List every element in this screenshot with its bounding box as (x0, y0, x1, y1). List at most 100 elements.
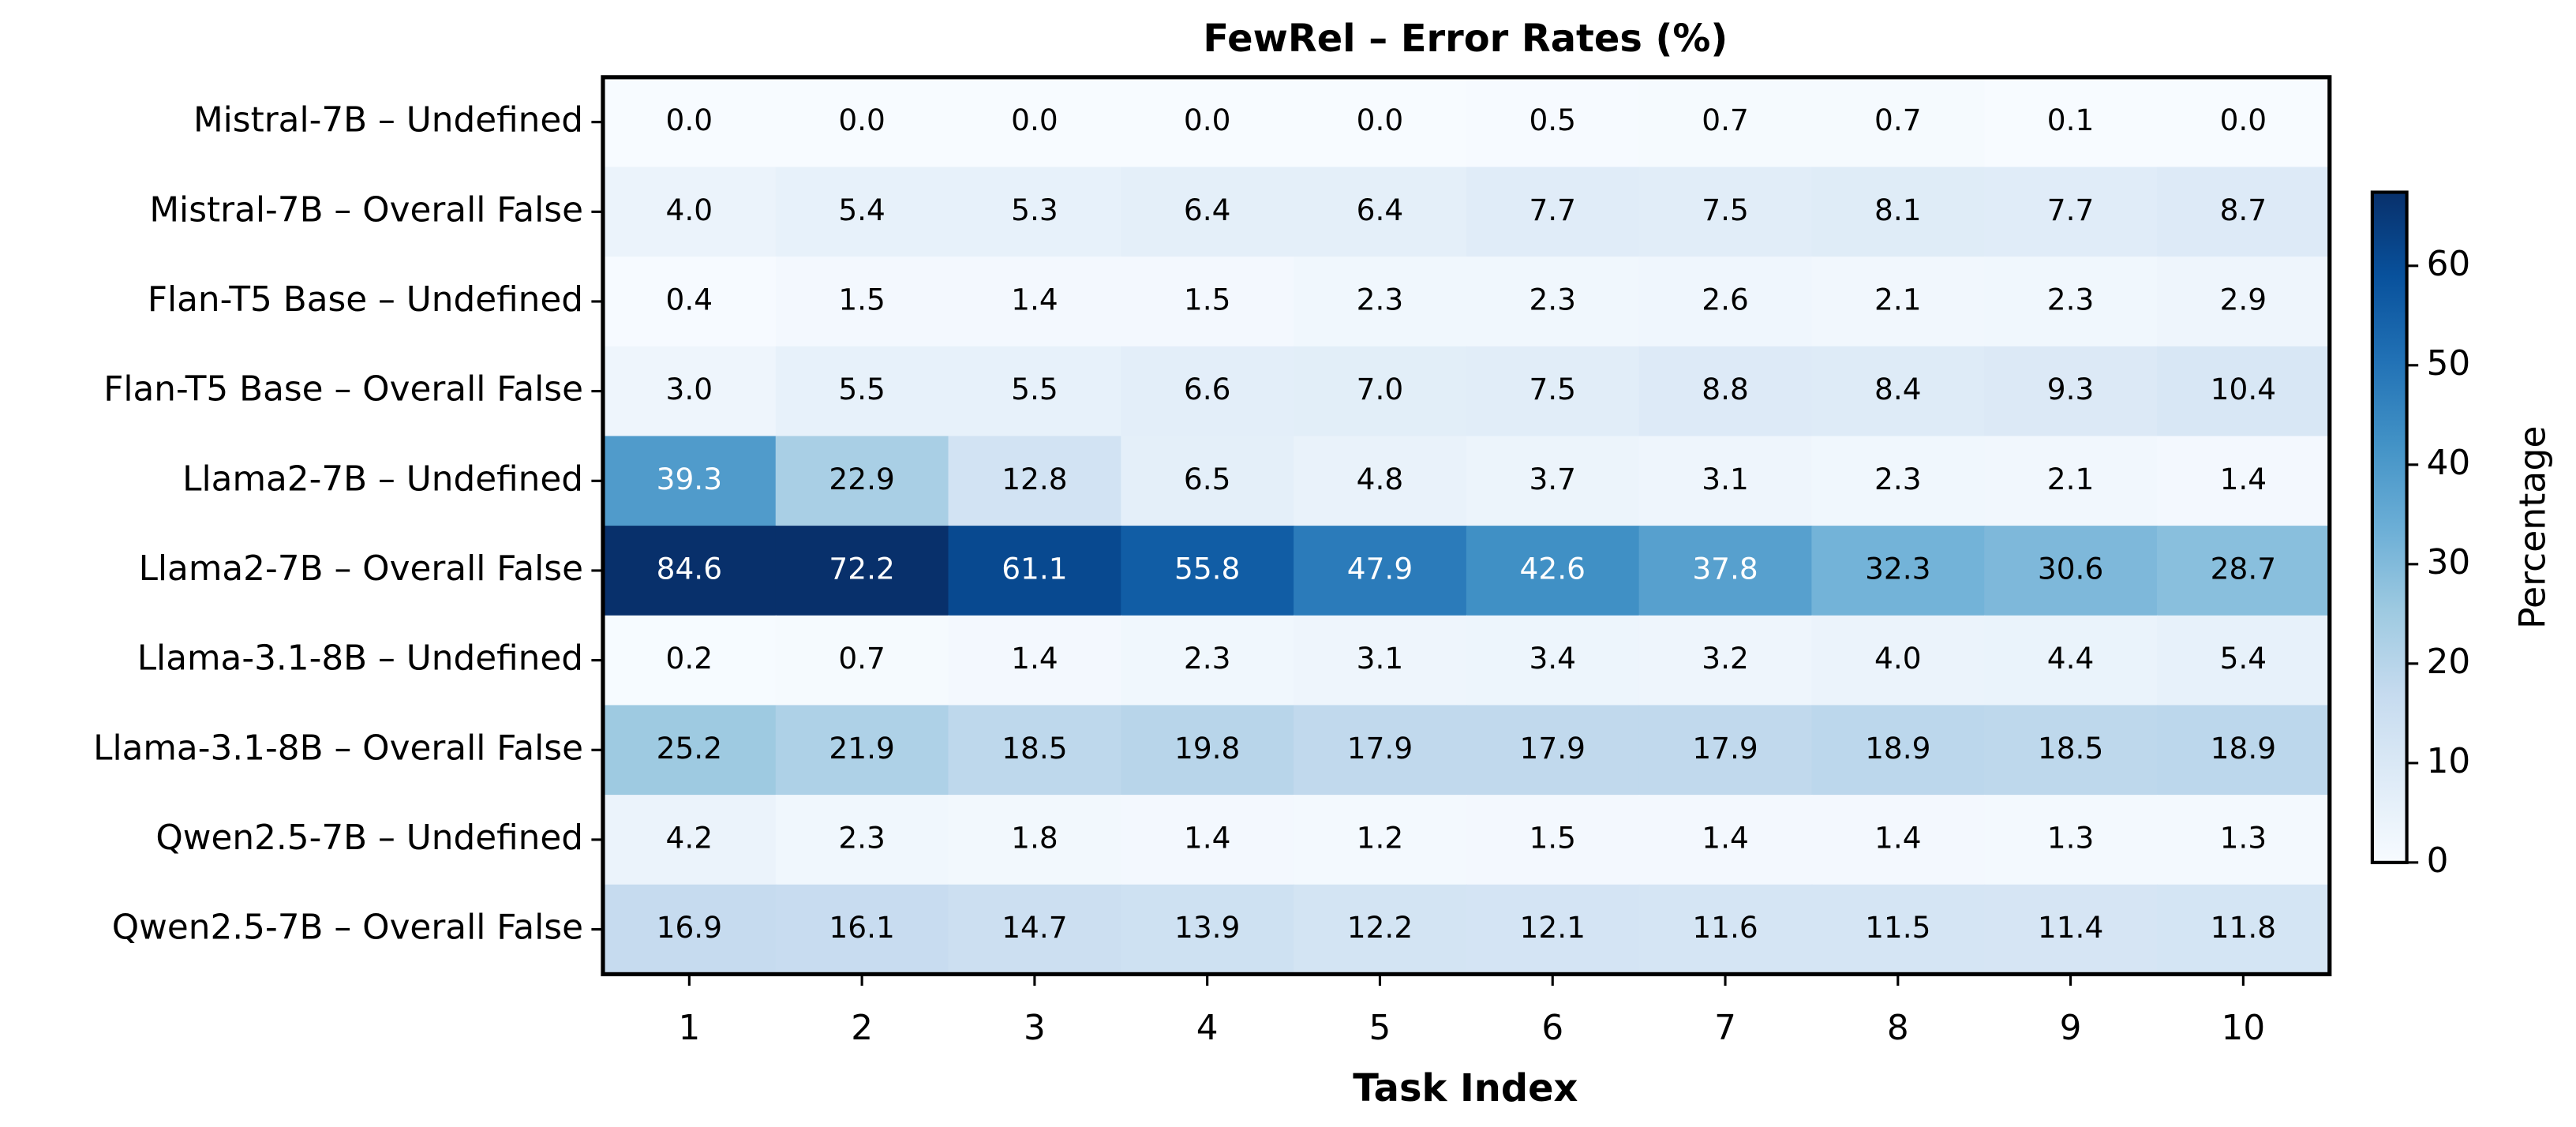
cell-label: 1.4 (1874, 820, 1922, 855)
heatmap-cell (602, 436, 777, 527)
heatmap-cell (602, 884, 777, 975)
heatmap-cell (2156, 346, 2331, 437)
heatmap-cell (1638, 256, 1813, 347)
heatmap-cell (1811, 167, 1986, 258)
cell-label: 1.4 (1011, 282, 1058, 316)
cell-label: 18.5 (1002, 731, 1067, 766)
cell-label: 0.0 (2220, 103, 2267, 137)
cell-label: 2.3 (1184, 641, 1231, 676)
cell-label: 7.7 (1529, 193, 1576, 227)
heatmap-cell (2156, 795, 2331, 886)
cell-label: 7.7 (2047, 193, 2095, 227)
cell-label: 11.8 (2211, 910, 2276, 945)
heatmap-cell (1294, 346, 1467, 437)
cell-label: 0.0 (666, 103, 713, 137)
heatmap-cell (1121, 167, 1295, 258)
heatmap-cell (1984, 346, 2159, 437)
plot-frame (601, 75, 2332, 977)
cell-label: 30.6 (2038, 551, 2103, 586)
heatmap-cell (1294, 436, 1467, 527)
heatmap-cell (1811, 884, 1986, 975)
cell-label: 25.2 (657, 731, 722, 766)
heatmap-cell (1984, 436, 2159, 527)
heatmap-cell (775, 346, 949, 437)
heatmap-cell (1294, 77, 1467, 168)
heatmap-cell (775, 884, 949, 975)
cell-label: 4.0 (1874, 641, 1922, 676)
heatmap-cell (775, 705, 949, 796)
cell-label: 0.0 (1357, 103, 1404, 137)
heatmap-cell (602, 705, 777, 796)
y-tick-label: Qwen2.5-7B – Overall False (112, 908, 583, 948)
heatmap-cell (1466, 884, 1640, 975)
cell-label: 32.3 (1865, 551, 1930, 586)
heatmap-cell (1984, 795, 2159, 886)
heatmap-cell (948, 795, 1122, 886)
cell-label: 3.2 (1702, 641, 1749, 676)
cell-label: 0.0 (838, 103, 886, 137)
cell-label: 13.9 (1174, 910, 1240, 945)
heatmap-cell (1294, 526, 1467, 616)
cell-label: 17.9 (1692, 731, 1758, 766)
cell-label: 2.3 (838, 820, 886, 855)
cell-label: 18.5 (2038, 731, 2103, 766)
cell-label: 3.1 (1357, 641, 1404, 676)
heatmap-cell (1638, 346, 1813, 437)
cell-label: 1.4 (1184, 820, 1231, 855)
cell-label: 7.0 (1357, 372, 1404, 406)
cell-label: 17.9 (1520, 731, 1586, 766)
cell-label: 6.5 (1184, 462, 1231, 496)
heatmap-cell (1984, 615, 2159, 706)
heatmap-cell (1638, 705, 1813, 796)
heatmap-cell (948, 436, 1122, 527)
heatmap-cell (602, 256, 777, 347)
heatmap-cell (1811, 436, 1986, 527)
heatmap-cell (1811, 256, 1986, 347)
cell-label: 7.5 (1702, 193, 1749, 227)
heatmap-cell (1811, 795, 1986, 886)
y-tick-label: Llama-3.1-8B – Undefined (137, 638, 583, 679)
heatmap-cell (1466, 436, 1640, 527)
cell-label: 3.4 (1529, 641, 1576, 676)
heatmap-cell (1466, 77, 1640, 168)
cell-label: 6.6 (1184, 372, 1231, 406)
heatmap-cell (1811, 346, 1986, 437)
heatmap-cell (1984, 705, 2159, 796)
heatmap-cell (1984, 77, 2159, 168)
heatmap-cell (1638, 167, 1813, 258)
heatmap-cell (1121, 526, 1295, 616)
y-tick-label: Mistral-7B – Undefined (193, 100, 583, 140)
heatmap-cell (948, 884, 1122, 975)
heatmap-cell (2156, 615, 2331, 706)
cell-label: 39.3 (657, 462, 722, 496)
cell-label: 5.5 (838, 372, 886, 406)
cell-label: 2.3 (2047, 282, 2095, 316)
heatmap-cell (948, 705, 1122, 796)
cell-label: 1.5 (1529, 820, 1576, 855)
heatmap-cell (2156, 256, 2331, 347)
heatmap-cell (602, 795, 777, 886)
heatmap-cell (1811, 526, 1986, 616)
y-tick-label: Mistral-7B – Overall False (149, 189, 583, 230)
x-tick-label: 2 (851, 1008, 873, 1048)
cell-label: 5.4 (838, 193, 886, 227)
heatmap-cell (775, 615, 949, 706)
colorbar-tick-label: 0 (2427, 841, 2449, 881)
cell-label: 47.9 (1347, 551, 1413, 586)
heatmap-cell (1984, 256, 2159, 347)
cell-label: 2.1 (2047, 462, 2095, 496)
cell-label: 1.2 (1357, 820, 1404, 855)
colorbar-tick-label: 20 (2427, 642, 2471, 682)
cell-label: 8.4 (1874, 372, 1922, 406)
heatmap-cell (602, 615, 777, 706)
cell-label: 5.3 (1011, 193, 1058, 227)
heatmap-cell (1294, 705, 1467, 796)
heatmap-cell (1638, 884, 1813, 975)
cell-label: 1.3 (2047, 820, 2095, 855)
cell-label: 28.7 (2211, 551, 2276, 586)
cell-label: 0.1 (2047, 103, 2095, 137)
heatmap-cell (1121, 795, 1295, 886)
heatmap-cell (775, 77, 949, 168)
heatmap-cell (1984, 167, 2159, 258)
